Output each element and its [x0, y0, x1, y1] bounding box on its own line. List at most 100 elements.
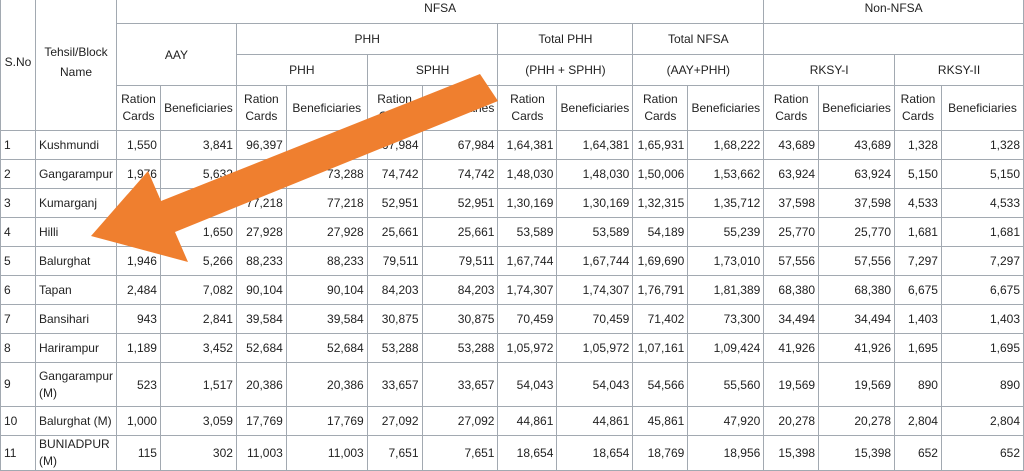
cell-value: 79,511	[421, 246, 499, 276]
cell-tehsil-name: Kushmundi	[34, 130, 118, 160]
table-body: 1 Kushmundi 1,550 3,841 96,397 96,397 67,984 67…	[0, 130, 1024, 471]
cell-value: 1,05,972	[556, 333, 634, 363]
cell-value: 1,53,662	[687, 159, 765, 189]
header-aay: AAY	[116, 23, 237, 86]
cell-value: 7,297	[940, 246, 1024, 276]
cell-value: 96,397	[285, 130, 368, 160]
cell-value: 2,804	[894, 406, 942, 436]
header-phh: PHH	[235, 54, 368, 86]
cell-value: 52,684	[285, 333, 368, 363]
cell-value: 20,278	[818, 406, 896, 436]
cell-value: 1,403	[894, 304, 942, 334]
cell-value: 17,769	[235, 406, 287, 436]
cell-value: 11,003	[285, 435, 368, 471]
table-row: 7 Bansihari 943 2,841 39,584 39,584 30,875 30,8…	[0, 304, 1024, 334]
cell-value: 73,300	[687, 304, 765, 334]
table-row: 4 Hilli 600 1,650 27,928 27,928 25,661 25,661 53…	[0, 217, 1024, 247]
subheader-ration-cards: Ration Cards	[366, 85, 423, 131]
cell-value: 52,951	[366, 188, 423, 218]
cell-value: 1,000	[116, 406, 161, 436]
cell-value: 18,956	[687, 435, 765, 471]
cell-tehsil-name: Bansihari	[34, 304, 118, 334]
subheader-ration-cards: Ration Cards	[116, 85, 161, 131]
cell-value: 25,661	[421, 217, 499, 247]
header-phh-plus-sphh: (PHH + SPHH)	[497, 54, 634, 86]
cell-value: 57,556	[763, 246, 820, 276]
cell-value: 1,695	[940, 333, 1024, 363]
cell-value: 90,104	[235, 275, 287, 305]
cell-value: 73,288	[235, 159, 287, 189]
cell-value: 77,218	[235, 188, 287, 218]
cell-value: 1,64,381	[497, 130, 558, 160]
cell-value: 44,861	[497, 406, 558, 436]
table-row: 6 Tapan 2,484 7,082 90,104 90,104 84,203 84,203…	[0, 275, 1024, 305]
cell-value: 74,742	[366, 159, 423, 189]
cell-value: 27,928	[285, 217, 368, 247]
cell-value: 7,651	[366, 435, 423, 471]
subheader-beneficiaries: Beneficiaries	[940, 85, 1024, 131]
cell-value: 7,651	[421, 435, 499, 471]
cell-value: 1,50,006	[632, 159, 689, 189]
header-rksy-1: RKSY-I	[763, 54, 896, 86]
cell-value: 54,043	[556, 362, 634, 407]
cell-sno: 8	[0, 333, 36, 363]
cell-value: 1,681	[894, 217, 942, 247]
table-row: 8 Harirampur 1,189 3,452 52,684 52,684 53,288 5…	[0, 333, 1024, 363]
cell-value: 1,328	[940, 130, 1024, 160]
cell-value: 70,459	[497, 304, 558, 334]
header-total-phh: Total PHH	[497, 23, 634, 55]
header-aay-plus-phh: (AAY+PHH)	[632, 54, 765, 86]
cell-value: 1,35,712	[687, 188, 765, 218]
cell-value: 19,569	[818, 362, 896, 407]
cell-value: 20,386	[285, 362, 368, 407]
cell-value: 943	[116, 304, 161, 334]
table-row: 11 BUNIADPUR (M) 115 302 11,003 11,003 7,651 7,…	[0, 435, 1024, 471]
cell-value: 20,278	[763, 406, 820, 436]
cell-tehsil-name: Gangarampur (M)	[34, 362, 118, 407]
cell-value: 41,926	[763, 333, 820, 363]
cell-value: 34,494	[763, 304, 820, 334]
cell-value: 15,398	[818, 435, 896, 471]
cell-value: 1,05,972	[497, 333, 558, 363]
cell-value: 33,657	[366, 362, 423, 407]
cell-value: 890	[894, 362, 942, 407]
header-nfsa: NFSA	[116, 0, 765, 24]
cell-value: 6,675	[894, 275, 942, 305]
cell-value: 47,920	[687, 406, 765, 436]
cell-value: 115	[116, 435, 161, 471]
cell-value: 71,402	[632, 304, 689, 334]
cell-value: 25,770	[818, 217, 896, 247]
cell-value: 1,30,169	[556, 188, 634, 218]
cell-value: 1,69,690	[632, 246, 689, 276]
cell-value: 5,150	[940, 159, 1024, 189]
cell-value: 54,189	[632, 217, 689, 247]
cell-value: 1,976	[116, 159, 161, 189]
cell-value: 53,288	[366, 333, 423, 363]
cell-value: 96,397	[235, 130, 287, 160]
cell-value: 3,452	[159, 333, 237, 363]
cell-value: 33,657	[421, 362, 499, 407]
cell-tehsil-name: Balurghat (M)	[34, 406, 118, 436]
cell-value: 74,742	[421, 159, 499, 189]
cell-value: 30,875	[366, 304, 423, 334]
cell-value: 4,533	[940, 188, 1024, 218]
cell-sno: 9	[0, 362, 36, 407]
cell-value: 44,861	[556, 406, 634, 436]
subheader-ration-cards: Ration Cards	[763, 85, 820, 131]
cell-value: 54,566	[632, 362, 689, 407]
cell-value: 39,584	[285, 304, 368, 334]
cell-tehsil-name: Harirampur	[34, 333, 118, 363]
cell-sno: 6	[0, 275, 36, 305]
cell-value: 600	[116, 217, 161, 247]
cell-sno: 1	[0, 130, 36, 160]
cell-value: 1,09,424	[687, 333, 765, 363]
cell-value: 68,380	[818, 275, 896, 305]
header-tehsil-block-name: Tehsil/Block Name	[34, 0, 118, 131]
cell-value: 1,946	[116, 246, 161, 276]
table-row: 2 Gangarampur 1,976 5,632 73,288 73,288 74,742…	[0, 159, 1024, 189]
cell-value: 41,926	[818, 333, 896, 363]
cell-value: 27,092	[366, 406, 423, 436]
cell-value: 84,203	[366, 275, 423, 305]
subheader-ration-cards: Ration Cards	[632, 85, 689, 131]
cell-value: 3,841	[159, 130, 237, 160]
